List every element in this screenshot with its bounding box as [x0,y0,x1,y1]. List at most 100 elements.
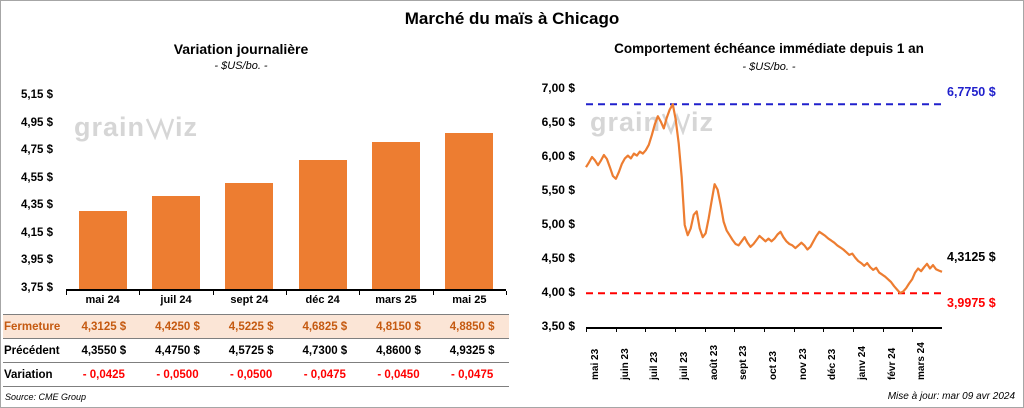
bar-y-tick-label: 4,35 $ [21,199,53,211]
table-cell: - 0,0500 [230,368,273,381]
line-x-tick-label: août 23 [709,344,720,380]
line-x-tick-label: oct 23 [768,351,779,380]
line-axis-tick [645,328,646,332]
table-cell: - 0,0475 [303,368,346,381]
line-x-tick-label: juin 23 [620,348,631,380]
bar-axis-tick [286,291,287,295]
bar-axis-tick [66,291,67,295]
line-axis-tick [883,328,884,332]
row-label: Variation [4,368,53,381]
bar-y-tick-label: 5,15 $ [21,89,53,101]
bar-mars 25 [371,142,420,289]
line-axis-tick [675,328,676,332]
bar-sept 24 [225,183,274,289]
line-chart-subtitle: - $US/bo. - [742,61,796,73]
line-y-tick-label: 5,00 $ [541,217,575,231]
high-value-label: 6,7750 $ [947,85,996,99]
bar-x-category-label: sept 24 [230,294,269,306]
bar-plot-area: grain iz [66,96,506,291]
bar-y-tick-label: 4,55 $ [21,172,53,184]
bar-x-category-label: mai 25 [452,294,487,306]
table-cell: 4,8850 $ [449,320,495,333]
table-cell: - 0,0425 [82,368,125,381]
bar-y-tick-label: 3,75 $ [21,282,53,294]
table-cell: 4,9325 $ [449,344,495,357]
bar-y-tick-label: 4,75 $ [21,144,53,156]
table-cell: 4,5725 $ [228,344,274,357]
page-title: Marché du maïs à Chicago [404,9,620,28]
price-line-chart [585,103,943,295]
bar-axis-tick [139,291,140,295]
line-y-tick-label: 4,50 $ [541,251,575,265]
line-axis-tick [853,328,854,332]
bar-axis-tick [433,291,434,295]
bar-x-category-label: mars 25 [375,294,417,306]
line-axis-tick [912,328,913,332]
line-axis-tick [764,328,765,332]
line-axis-tick [705,328,706,332]
line-x-tick-label: déc 23 [827,348,838,380]
line-axis-tick [823,328,824,332]
bar-slot [213,96,286,289]
bar-x-category-label: mai 24 [85,294,120,306]
bar-slot [66,96,139,289]
line-y-tick-label: 6,00 $ [541,149,575,163]
bar-chart-subtitle: - $US/bo. - [214,60,268,72]
bar-juil 24 [151,196,200,289]
table-cell: 4,5225 $ [228,320,274,333]
low-value-label: 3,9975 $ [947,296,996,310]
line-x-tick-label: juil 23 [679,351,690,380]
table-cell: 4,4250 $ [155,320,200,333]
bar-x-axis-labels: mai 24 juil 24 sept 24 déc 24 mars 25 mai 25 [66,291,507,306]
bar-y-tick-label: 4,95 $ [21,117,53,129]
table-cell: 4,7300 $ [302,344,348,357]
line-y-tick-label: 3,50 $ [541,319,575,333]
line-axis-tick [734,328,735,332]
table-cell: 4,8600 $ [376,344,421,357]
bar-slot [359,96,432,289]
bar-y-tick-label: 3,95 $ [21,254,53,266]
bar-y-axis-labels: 5,15 $ 4,95 $ 4,75 $ 4,55 $ 4,35 $ 4,15 $ 3,95… [1,89,59,294]
line-axis-tick [586,328,587,332]
bar-slot [433,96,506,289]
price-line [585,103,943,295]
line-y-axis-labels: 7,00 $ 6,50 $ 6,00 $ 5,50 $ 5,00 $ 4,50 $ 4,00… [513,81,581,333]
line-plot-area: grain iz [585,89,943,329]
table-cell: 4,8150 $ [376,320,421,333]
bar-déc 24 [298,160,347,289]
bar-axis-tick [213,291,214,295]
line-x-tick-label: févr 24 [887,347,898,380]
bar-y-tick-label: 4,15 $ [21,227,53,239]
line-y-tick-label: 5,50 $ [541,183,575,197]
line-x-tick-label: juil 23 [649,351,660,380]
line-x-tick-label: mars 24 [916,342,927,380]
table-cell: 4,4750 $ [155,344,200,357]
table-cell: - 0,0500 [156,368,199,381]
line-x-tick-label: sept 23 [738,345,749,380]
line-x-tick-label: janv 24 [857,346,868,380]
line-x-tick-label: nov 23 [798,348,809,380]
row-label: Fermeture [4,320,61,333]
line-axis-tick [616,328,617,332]
bar-axis-tick [359,291,360,295]
line-y-tick-label: 7,00 $ [541,81,575,95]
line-chart-title: Comportement échéance immédiate depuis 1… [614,41,924,56]
bar-mai 24 [78,211,127,289]
line-x-tick-label: mai 23 [590,348,601,380]
line-axis-tick [794,328,795,332]
table-cell: 4,6825 $ [302,320,348,333]
source-note: Source: CME Group [5,392,87,402]
table-row-1: Précédent 4,3550 $ 4,4750 $ 4,5725 $ 4,7300 … [3,339,509,363]
line-y-tick-label: 4,00 $ [541,285,575,299]
bar-slot [286,96,359,289]
bar-slot [139,96,212,289]
table-row-0: Fermeture 4,3125 $ 4,4250 $ 4,5225 $ 4,6825 … [3,315,509,339]
last-value-label: 4,3125 $ [947,250,996,264]
table-row-2: Variation - 0,0425 - 0,0500 - 0,0500 - 0,047… [3,363,509,387]
table-cell: 4,3125 $ [81,320,127,333]
updated-note: Mise à jour: mar 09 avr 2024 [887,391,1015,402]
bar-axis-tick [506,291,507,295]
bar-mai 25 [445,133,494,289]
line-x-axis-labels: mai 23 juin 23 juil 23 juil 23 août 23 sept 2… [586,328,942,386]
